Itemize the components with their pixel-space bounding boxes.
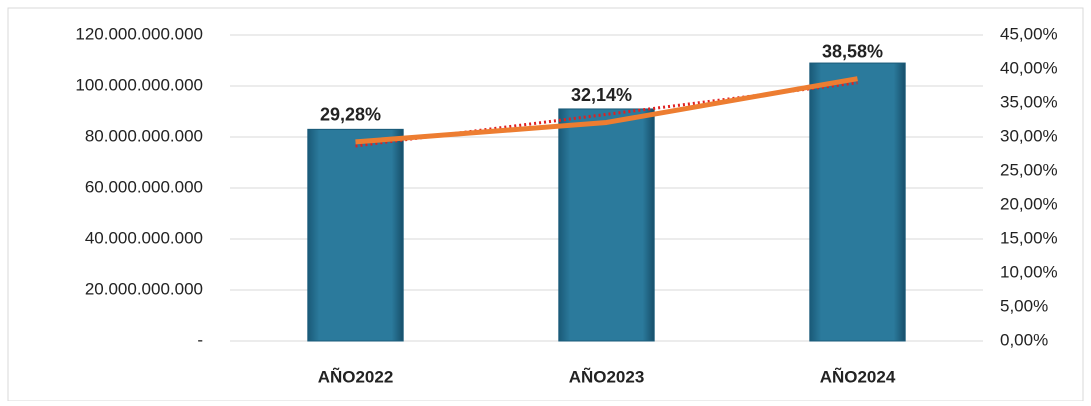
- bar: [558, 108, 655, 342]
- y2-tick-label: 30,00%: [1000, 126, 1058, 145]
- y2-tick-label: 25,00%: [1000, 160, 1058, 179]
- y2-tick-label: 40,00%: [1000, 58, 1058, 77]
- bar: [307, 128, 404, 342]
- x-tick-label: AÑO2024: [820, 366, 896, 386]
- bar: [809, 62, 906, 342]
- y2-tick-label: 15,00%: [1000, 228, 1058, 247]
- y-tick-label: 40.000.000.000: [85, 228, 203, 247]
- data-label: 38,58%: [822, 41, 883, 61]
- y2-tick-label: 10,00%: [1000, 262, 1058, 281]
- y-tick-label: 80.000.000.000: [85, 126, 203, 145]
- y2-tick-label: 0,00%: [1000, 330, 1048, 349]
- y-tick-label: 20.000.000.000: [85, 279, 203, 298]
- chart-border: [7, 7, 1084, 402]
- y2-tick-label: 45,00%: [1000, 24, 1058, 43]
- y-tick-label: -: [197, 330, 203, 349]
- y2-tick-label: 35,00%: [1000, 92, 1058, 111]
- y-tick-label: 120.000.000.000: [75, 24, 203, 43]
- x-tick-label: AÑO2022: [318, 366, 394, 386]
- data-label: 29,28%: [320, 105, 381, 125]
- line: [355, 76, 858, 145]
- x-tick-label: AÑO2023: [569, 366, 645, 386]
- y-tick-label: 100.000.000.000: [75, 75, 203, 94]
- y2-tick-label: 5,00%: [1000, 296, 1048, 315]
- y-tick-label: 60.000.000.000: [85, 177, 203, 196]
- data-label: 32,14%: [571, 85, 632, 105]
- y2-tick-label: 20,00%: [1000, 194, 1058, 213]
